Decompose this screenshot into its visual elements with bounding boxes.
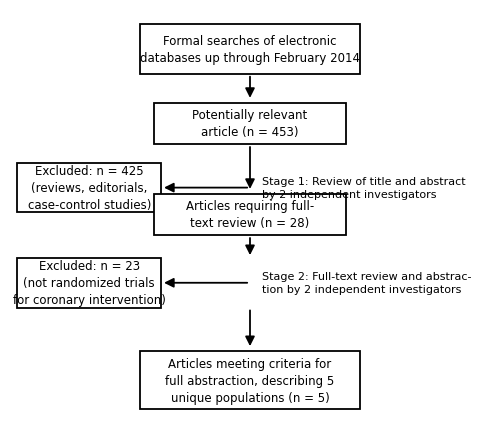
Text: Excluded: n = 425
(reviews, editorials,
case-control studies): Excluded: n = 425 (reviews, editorials, … — [28, 165, 151, 212]
FancyBboxPatch shape — [17, 258, 161, 308]
FancyBboxPatch shape — [154, 104, 346, 145]
Text: Potentially relevant
article (n = 453): Potentially relevant article (n = 453) — [192, 109, 308, 139]
Text: Formal searches of electronic
databases up through February 2014: Formal searches of electronic databases … — [140, 35, 360, 65]
FancyBboxPatch shape — [154, 194, 346, 236]
FancyBboxPatch shape — [140, 351, 360, 409]
Text: Excluded: n = 23
(not randomized trials
for coronary intervention): Excluded: n = 23 (not randomized trials … — [13, 260, 166, 307]
Text: Stage 2: Full-text review and abstrac-
tion by 2 independent investigators: Stage 2: Full-text review and abstrac- t… — [262, 271, 472, 295]
Text: Articles requiring full-
text review (n = 28): Articles requiring full- text review (n … — [186, 200, 314, 230]
FancyBboxPatch shape — [140, 25, 360, 75]
Text: Articles meeting criteria for
full abstraction, describing 5
unique populations : Articles meeting criteria for full abstr… — [166, 356, 334, 404]
FancyBboxPatch shape — [17, 163, 161, 213]
Text: Stage 1: Review of title and abstract
by 2 independent investigators: Stage 1: Review of title and abstract by… — [262, 177, 466, 200]
